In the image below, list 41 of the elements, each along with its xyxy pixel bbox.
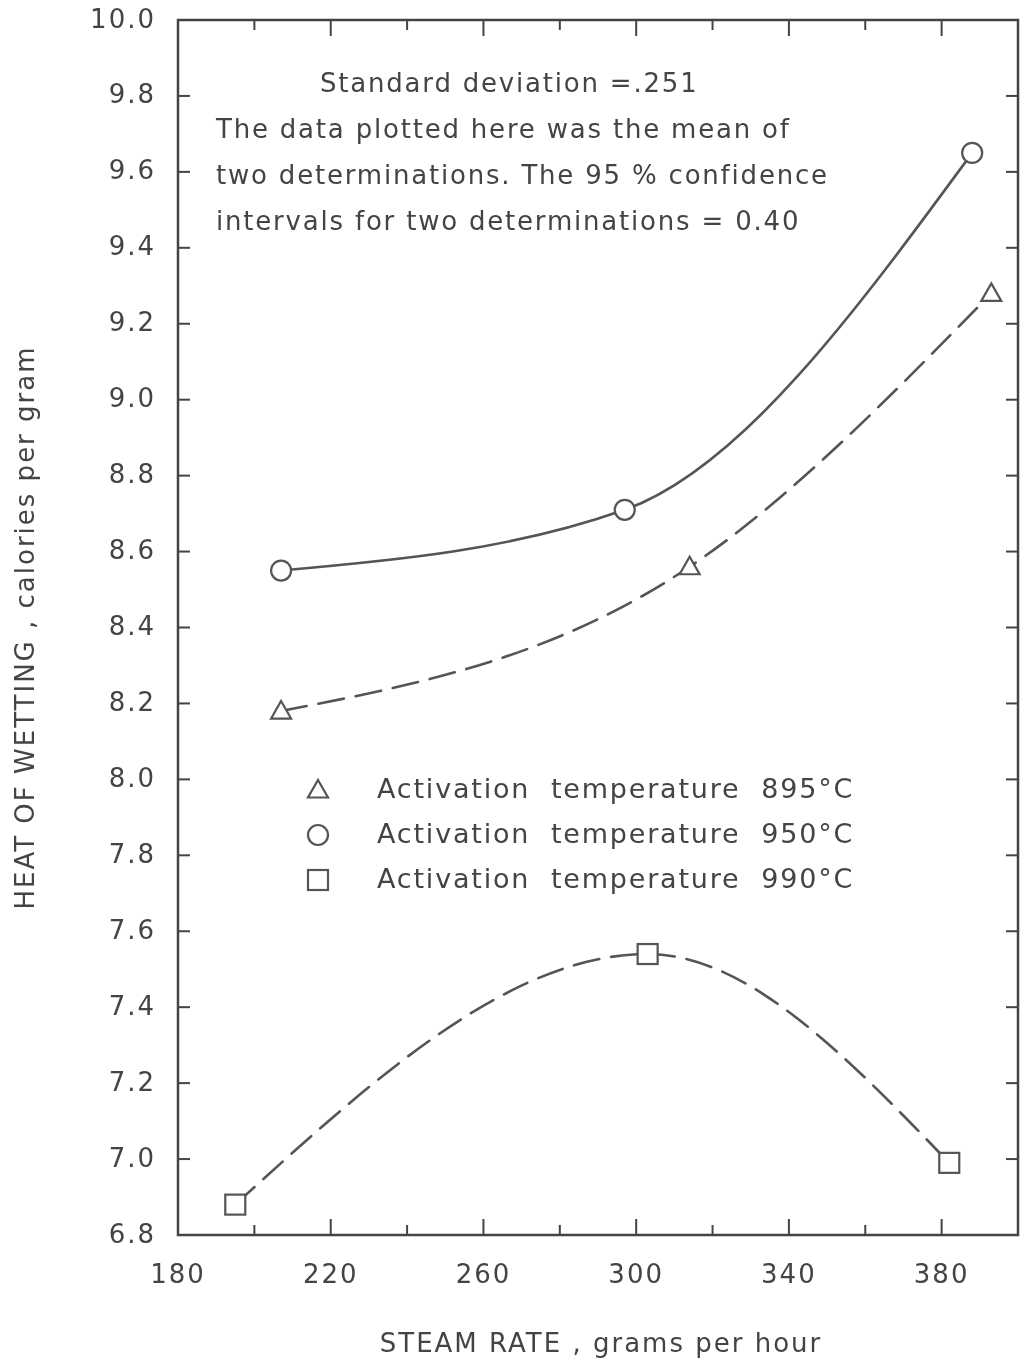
x-axis-title: STEAM RATE , grams per hour bbox=[379, 1328, 823, 1358]
annotation: The data plotted here was the mean of bbox=[215, 114, 791, 144]
y-tick-label: 6.8 bbox=[108, 1218, 156, 1249]
y-tick-label: 8.4 bbox=[108, 611, 156, 641]
annotation: Standard deviation =.251 bbox=[320, 68, 699, 98]
annotation: two determinations. The 95 % confidence bbox=[216, 160, 829, 190]
point bbox=[613, 498, 636, 521]
x-tick-label: 340 bbox=[761, 1259, 817, 1289]
point bbox=[269, 559, 293, 582]
point bbox=[269, 699, 293, 720]
y-tick-label: 9.8 bbox=[108, 79, 156, 110]
y-tick-label: 7.2 bbox=[108, 1066, 156, 1097]
point bbox=[980, 282, 1003, 302]
y-tick-label: 9.2 bbox=[108, 307, 156, 338]
x-tick-label: 220 bbox=[302, 1259, 359, 1289]
legend-label: Activation temperature 990°C bbox=[377, 862, 855, 894]
legend-label: Activation temperature 895°C bbox=[377, 772, 855, 804]
x-tick-label: 380 bbox=[913, 1259, 970, 1289]
annotation: intervals for two determinations = 0.40 bbox=[216, 206, 801, 236]
y-tick-label: 8.6 bbox=[108, 535, 156, 566]
x-tick-label: 180 bbox=[150, 1259, 206, 1289]
y-tick-label: 7.6 bbox=[108, 914, 156, 945]
point bbox=[961, 141, 984, 164]
y-tick-label: 7.0 bbox=[108, 1142, 156, 1173]
y-tick-label: 9.6 bbox=[108, 155, 156, 186]
y-tick-label: 8.2 bbox=[108, 686, 156, 717]
point bbox=[678, 555, 701, 576]
y-tick-label: 9.0 bbox=[108, 383, 156, 414]
x-tick-label: 300 bbox=[608, 1259, 664, 1289]
y-tick-label: 10.0 bbox=[90, 3, 156, 34]
point bbox=[636, 942, 659, 966]
y-tick-label: 8.0 bbox=[108, 762, 156, 793]
point bbox=[938, 1151, 961, 1174]
y-tick-label: 8.8 bbox=[108, 459, 156, 490]
x-tick-label: 260 bbox=[455, 1259, 512, 1289]
y-tick-label: 7.4 bbox=[108, 990, 156, 1021]
y-tick-label: 9.4 bbox=[108, 231, 156, 262]
legend-label: Activation temperature 950°C bbox=[377, 817, 855, 849]
y-tick-label: 7.8 bbox=[108, 838, 156, 869]
y-axis-title: HEAT OF WETTING , calories per gram bbox=[10, 345, 40, 910]
point bbox=[224, 1193, 247, 1216]
